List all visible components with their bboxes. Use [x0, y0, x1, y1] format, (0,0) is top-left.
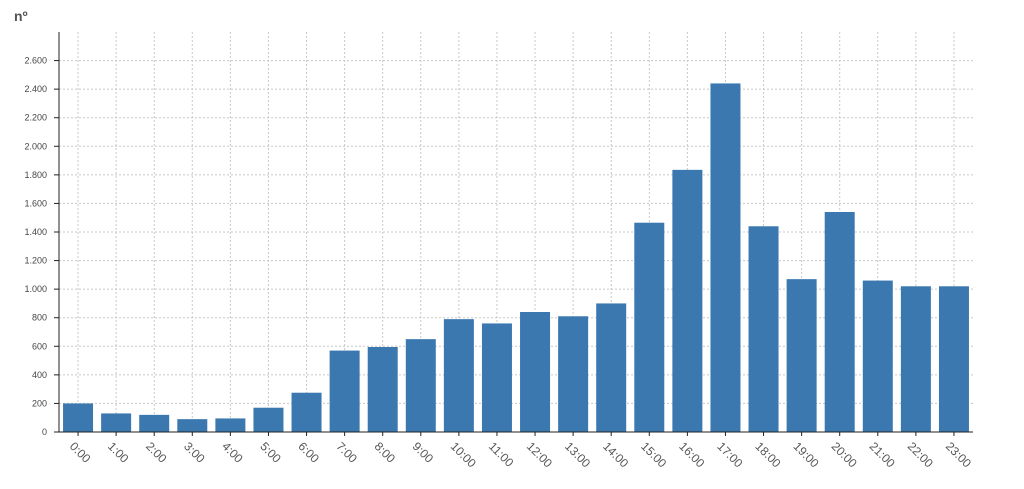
x-tick-label: 15:00	[638, 439, 669, 470]
y-tick-label: 1.800	[24, 170, 47, 180]
y-axis-label: nº	[14, 8, 28, 24]
x-tick-label: 9:00	[410, 439, 437, 466]
x-tick-label: 21:00	[867, 439, 898, 470]
x-tick-label: 1:00	[105, 439, 132, 466]
bar	[862, 280, 893, 432]
bar	[900, 286, 931, 432]
x-tick-label: 16:00	[676, 439, 707, 470]
bar	[329, 350, 360, 432]
bar	[634, 222, 665, 432]
bar	[443, 319, 474, 432]
x-tick-label: 5:00	[257, 439, 284, 466]
bar	[558, 316, 589, 432]
bar	[291, 392, 322, 432]
bars	[63, 83, 969, 432]
x-tick-label: 7:00	[334, 439, 361, 466]
x-tick-label: 10:00	[448, 439, 479, 470]
y-tick-label: 600	[32, 341, 47, 351]
bar	[215, 418, 246, 432]
bar	[481, 323, 512, 432]
y-tick-label: 2.000	[24, 141, 47, 151]
y-tick-label: 200	[32, 398, 47, 408]
bar	[520, 312, 551, 432]
bar	[139, 414, 170, 432]
x-tick-label: 19:00	[791, 439, 822, 470]
y-tick-label: 2.200	[24, 113, 47, 123]
bar	[63, 403, 94, 432]
x-tick-label: 23:00	[943, 439, 974, 470]
x-tick-label: 8:00	[372, 439, 399, 466]
x-tick-label: 12:00	[524, 439, 555, 470]
x-tick-labels: 0:00 1:00 2:00 3:00 4:00 5:00 6:00 7:00 8:00 9:00…	[67, 432, 974, 471]
x-tick-label: 4:00	[219, 439, 246, 466]
x-tick-label: 18:00	[752, 439, 783, 470]
y-tick-label: 400	[32, 370, 47, 380]
y-tick-label: 800	[32, 313, 47, 323]
x-tick-label: 22:00	[905, 439, 936, 470]
y-tick-labels: 0 200 400 600 800 1.000 1.200 1.400 1.600 1.800 2.…	[24, 56, 59, 437]
x-tick-label: 3:00	[181, 439, 208, 466]
bar	[367, 347, 398, 432]
y-tick-label: 2.400	[24, 84, 47, 94]
bar	[101, 413, 132, 432]
bar	[177, 419, 208, 432]
y-tick-label: 1.400	[24, 227, 47, 237]
bar	[596, 303, 627, 432]
x-tick-label: 2:00	[143, 439, 170, 466]
bar	[748, 226, 779, 432]
bar	[710, 83, 741, 432]
y-tick-label: 1.000	[24, 284, 47, 294]
bar	[253, 407, 284, 432]
y-tick-label: 1.600	[24, 198, 47, 208]
x-tick-label: 20:00	[829, 439, 860, 470]
x-tick-label: 13:00	[562, 439, 593, 470]
x-tick-label: 0:00	[67, 439, 94, 466]
bar	[824, 212, 855, 432]
y-tick-label: 1.200	[24, 256, 47, 266]
y-tick-label: 0	[42, 427, 47, 437]
x-tick-label: 14:00	[600, 439, 631, 470]
x-tick-label: 17:00	[714, 439, 745, 470]
y-tick-label: 2.600	[24, 56, 47, 66]
bar	[672, 169, 703, 432]
x-tick-label: 11:00	[486, 439, 517, 470]
bar	[938, 286, 969, 432]
bar	[405, 339, 436, 432]
x-tick-label: 6:00	[295, 439, 322, 466]
bar	[786, 279, 817, 432]
